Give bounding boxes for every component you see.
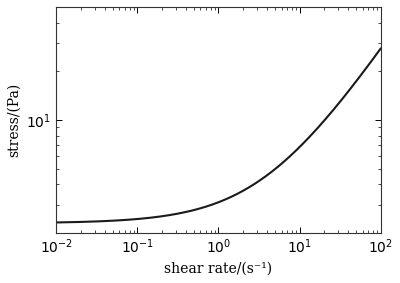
Y-axis label: stress/(Pa): stress/(Pa)	[7, 83, 21, 157]
X-axis label: shear rate/(s⁻¹): shear rate/(s⁻¹)	[164, 262, 272, 276]
